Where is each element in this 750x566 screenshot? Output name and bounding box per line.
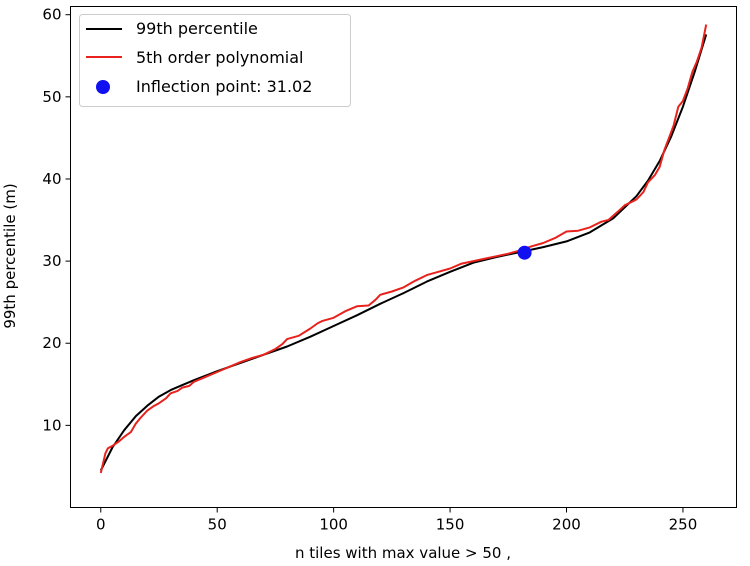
legend-label-99th-percentile: 99th percentile (136, 19, 258, 38)
y-tick-label: 10 (42, 416, 61, 434)
inflection-point-marker (517, 245, 532, 260)
x-ticks: 0 50 100 150 200 250 (96, 507, 698, 534)
x-tick-label: 0 (96, 516, 106, 534)
legend-box (79, 14, 351, 107)
legend-swatch-inflection-point (96, 80, 110, 94)
series-line-99th-percentile (99, 34, 708, 471)
y-tick-label: 40 (42, 170, 61, 188)
x-tick-label: 200 (552, 516, 581, 534)
legend-label-5th-order-polynomial: 5th order polynomial (136, 48, 304, 67)
x-tick-label: 150 (436, 516, 465, 534)
y-tick-label: 60 (42, 6, 61, 24)
x-tick-label: 250 (669, 516, 698, 534)
y-tick-label: 50 (42, 88, 61, 106)
series-line-5th-order-polynomial (99, 24, 708, 474)
y-ticks: 10 20 30 40 50 60 (42, 6, 71, 434)
y-axis-label: 99th percentile (m) (1, 183, 19, 328)
plot-lines (99, 24, 708, 474)
y-tick-label: 30 (42, 252, 61, 270)
legend-label-inflection-point: Inflection point: 31.02 (136, 77, 312, 96)
x-axis-label: n tiles with max value > 50 , (295, 544, 511, 562)
x-tick-label: 50 (208, 516, 227, 534)
legend: 99th percentile 5th order polynomial Inf… (79, 14, 351, 107)
y-tick-label: 20 (42, 334, 61, 352)
x-tick-label: 100 (319, 516, 348, 534)
